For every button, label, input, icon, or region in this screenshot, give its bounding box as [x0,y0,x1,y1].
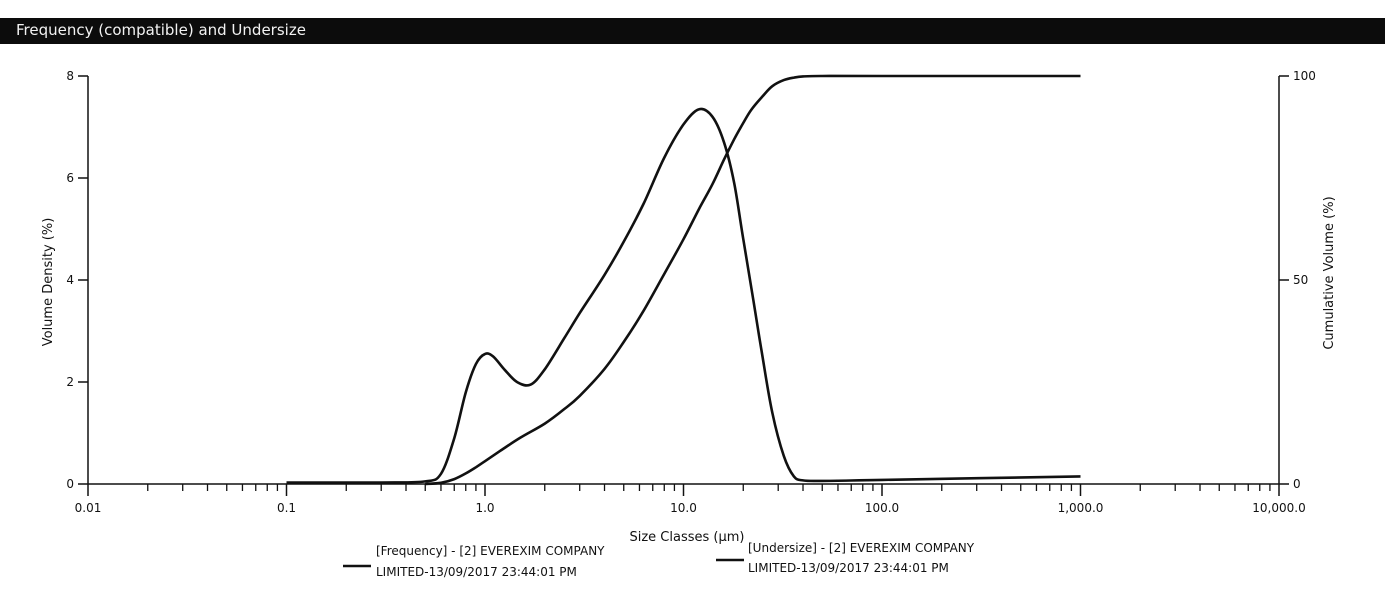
frequency-series-line [286,107,1081,484]
y-left-tick-label: 0 [66,477,74,491]
legend-label-undersize-line1: [Undersize] - [2] EVEREXIM COMPANY [748,541,975,555]
y-axis-left-title: Volume Density (%) [41,218,56,347]
y-left-tick-label: 4 [66,273,74,287]
x-tick-label: 10,000.0 [1252,501,1305,515]
y-right-tick-label: 0 [1293,477,1301,491]
x-axis-ticks: 0.01 0.1 1.0 10.0 100.0 1,000.0 10,000.0 [75,484,1306,515]
right-y-axis-ticks: 0 50 100 [1279,69,1316,491]
y-axis-right-title: Cumulative Volume (%) [1322,196,1337,349]
chart-title-bar: Frequency (compatible) and Undersize [0,18,1385,44]
x-axis-title: Size Classes (µm) [629,530,744,545]
x-tick-label: 10.0 [670,501,697,515]
y-left-tick-label: 2 [66,375,74,389]
left-y-axis-ticks: 0 2 4 6 8 [66,69,88,491]
chart-title: Frequency (compatible) and Undersize [16,21,306,39]
legend: [Frequency] - [2] EVEREXIM COMPANY LIMIT… [343,541,975,579]
legend-label-frequency-line1: [Frequency] - [2] EVEREXIM COMPANY [376,544,605,558]
x-tick-label: 100.0 [865,501,899,515]
x-tick-label: 0.01 [75,501,102,515]
x-tick-label: 1,000.0 [1058,501,1104,515]
y-right-tick-label: 50 [1293,273,1308,287]
legend-label-undersize-line2: LIMITED-13/09/2017 23:44:01 PM [748,561,949,575]
x-tick-label: 0.1 [277,501,296,515]
undersize-series-line [425,74,1081,486]
y-left-tick-label: 6 [66,171,74,185]
y-left-tick-label: 8 [66,69,74,83]
legend-label-frequency-line2: LIMITED-13/09/2017 23:44:01 PM [376,565,577,579]
x-tick-label: 1.0 [475,501,494,515]
series-layer [286,74,1081,486]
y-right-tick-label: 100 [1293,69,1316,83]
